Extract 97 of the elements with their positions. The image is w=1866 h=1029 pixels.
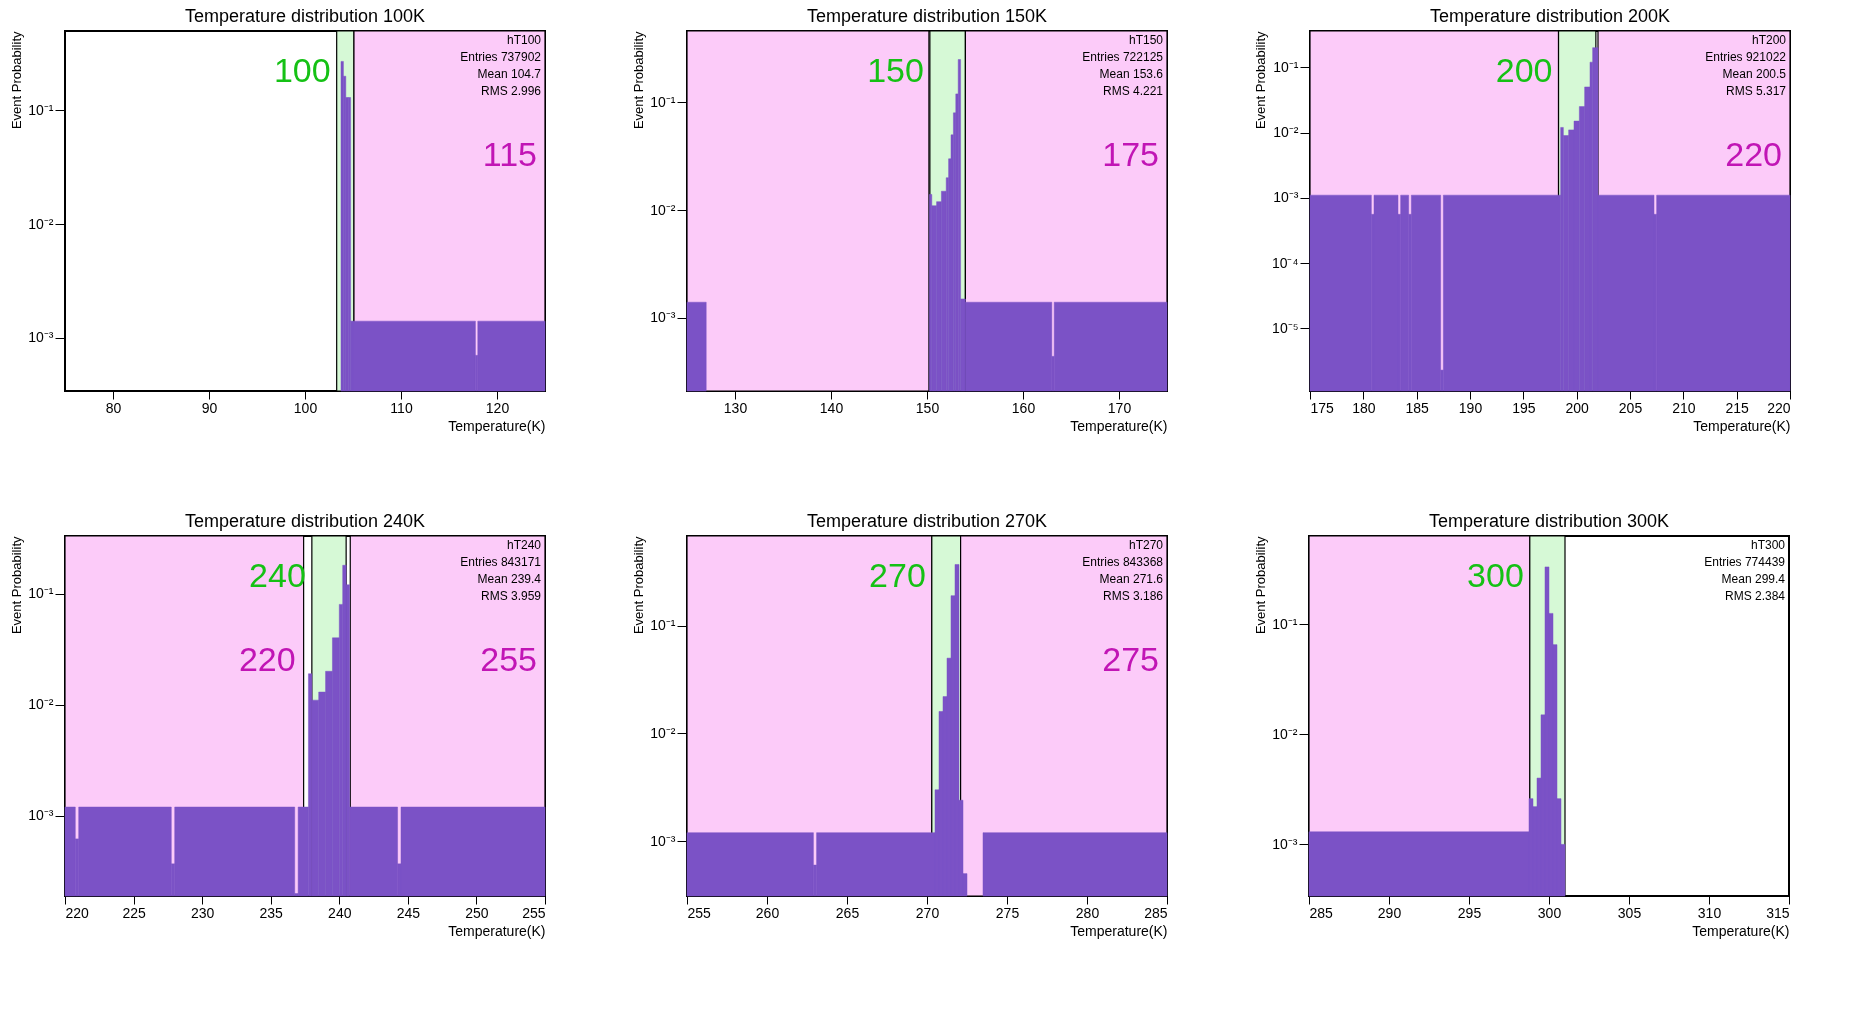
y-axis-title: Event Probability xyxy=(1253,536,1269,635)
x-tick-label: 235 xyxy=(259,904,284,921)
x-tick-label: 205 xyxy=(1618,399,1643,416)
x-tick-label: 285 xyxy=(1309,904,1334,921)
x-tick-label: 260 xyxy=(755,904,780,921)
y-tick-label: 10⁻² xyxy=(28,215,54,232)
x-tick-label: 190 xyxy=(1458,399,1483,416)
y-tick-label: 10⁻¹ xyxy=(28,101,54,118)
band-label: 270 xyxy=(869,556,926,594)
y-tick-label: 10⁻² xyxy=(650,201,676,218)
x-tick-label: 215 xyxy=(1725,399,1750,416)
annotation: hT100 Entries 737902 Mean 104.7 RMS 2.996 xyxy=(460,33,542,98)
x-tick-label: 170 xyxy=(1107,399,1132,416)
x-tick-label: 305 xyxy=(1617,904,1642,921)
x-tick-label: 160 xyxy=(1011,399,1036,416)
x-tick-label: 270 xyxy=(915,904,940,921)
y-axis-title: Event Probability xyxy=(1252,31,1268,130)
y-tick-label: 10⁻³ xyxy=(1273,189,1299,206)
x-tick-label: 255 xyxy=(522,904,546,921)
x-tick-label: 275 xyxy=(995,904,1020,921)
annotation: hT240 Entries 843171 Mean 239.4 RMS 3.959 xyxy=(460,538,542,603)
annotation: hT270 Entries 843368 Mean 271.6 RMS 3.186 xyxy=(1082,538,1164,603)
band-label: 200 xyxy=(1495,51,1553,89)
band-label: 150 xyxy=(867,51,924,89)
y-tick-label: 10⁻³ xyxy=(1272,835,1298,852)
band-label: 175 xyxy=(1102,135,1159,173)
chart-title: Temperature distribution 150K xyxy=(806,6,1048,27)
x-tick-label: 240 xyxy=(328,904,352,921)
x-tick-label: 110 xyxy=(390,399,413,416)
y-tick-label: 10⁻² xyxy=(1273,124,1299,141)
band-label: 275 xyxy=(1102,640,1159,678)
x-axis-title: Temperature(K) xyxy=(1070,922,1168,939)
x-tick-label: 250 xyxy=(465,904,489,921)
band-label: 100 xyxy=(273,51,331,89)
y-tick-label: 10⁻² xyxy=(1272,725,1298,742)
y-tick-label: 10⁻³ xyxy=(650,309,676,326)
y-tick-label: 10⁻⁴ xyxy=(1271,254,1299,271)
chart-title: Temperature distribution 300K xyxy=(1428,511,1670,532)
x-tick-label: 220 xyxy=(1767,399,1791,416)
y-axis-title: Event Probability xyxy=(9,31,25,130)
x-tick-label: 245 xyxy=(396,904,421,921)
x-tick-label: 210 xyxy=(1672,399,1696,416)
y-tick-label: 10⁻³ xyxy=(28,807,54,824)
y-tick-label: 10⁻¹ xyxy=(1273,58,1299,75)
x-tick-label: 100 xyxy=(293,399,318,416)
y-tick-label: 10⁻¹ xyxy=(650,93,676,110)
x-tick-label: 310 xyxy=(1697,904,1722,921)
x-tick-label: 120 xyxy=(485,399,510,416)
x-tick-label: 265 xyxy=(835,904,860,921)
x-tick-label: 230 xyxy=(190,904,215,921)
x-tick-label: 180 xyxy=(1352,399,1376,416)
y-tick-label: 10⁻¹ xyxy=(28,585,54,602)
x-tick-label: 195 xyxy=(1512,399,1536,416)
chart-title: Temperature distribution 240K xyxy=(184,511,426,532)
x-tick-label: 80 xyxy=(105,399,122,416)
x-tick-label: 90 xyxy=(201,399,218,416)
y-axis-title: Event Probability xyxy=(631,31,647,130)
x-tick-label: 295 xyxy=(1457,904,1482,921)
annotation: hT150 Entries 722125 Mean 153.6 RMS 4.221 xyxy=(1082,33,1164,98)
x-tick-label: 280 xyxy=(1075,904,1100,921)
band-label: 300 xyxy=(1467,556,1524,594)
band-label: 220 xyxy=(238,640,296,678)
x-tick-label: 150 xyxy=(915,399,940,416)
y-tick-label: 10⁻² xyxy=(28,696,54,713)
y-tick-label: 10⁻¹ xyxy=(1272,615,1298,632)
x-tick-label: 225 xyxy=(122,904,146,921)
chart-title: Temperature distribution 100K xyxy=(184,6,426,27)
y-tick-label: 10⁻⁵ xyxy=(1272,319,1299,336)
annotation: hT200 Entries 921022 Mean 200.5 RMS 5.317 xyxy=(1705,33,1787,98)
x-axis-title: Temperature(K) xyxy=(448,417,546,434)
x-axis-title: Temperature(K) xyxy=(1070,417,1168,434)
x-tick-label: 290 xyxy=(1377,904,1402,921)
y-axis-title: Event Probability xyxy=(9,536,25,635)
x-tick-label: 175 xyxy=(1310,399,1335,416)
x-tick-label: 255 xyxy=(687,904,712,921)
y-axis-title: Event Probability xyxy=(631,536,647,635)
band-label: 255 xyxy=(480,640,537,678)
band-label: 220 xyxy=(1725,135,1782,173)
x-axis-title: Temperature(K) xyxy=(1692,922,1790,939)
y-tick-label: 10⁻¹ xyxy=(650,617,676,634)
x-tick-label: 285 xyxy=(1144,904,1168,921)
x-tick-label: 315 xyxy=(1766,904,1790,921)
x-axis-title: Temperature(K) xyxy=(448,922,546,939)
x-tick-label: 140 xyxy=(819,399,844,416)
chart-title: Temperature distribution 270K xyxy=(806,511,1048,532)
y-tick-label: 10⁻² xyxy=(650,724,676,741)
y-tick-label: 10⁻³ xyxy=(28,329,54,346)
band-label: 115 xyxy=(482,135,537,173)
x-axis-title: Temperature(K) xyxy=(1693,417,1791,434)
x-tick-label: 220 xyxy=(65,904,90,921)
x-tick-label: 300 xyxy=(1537,904,1562,921)
annotation: hT300 Entries 774439 Mean 299.4 RMS 2.384 xyxy=(1704,538,1786,603)
y-tick-label: 10⁻³ xyxy=(650,832,676,849)
x-tick-label: 130 xyxy=(723,399,748,416)
chart-title: Temperature distribution 200K xyxy=(1429,6,1671,27)
x-tick-label: 200 xyxy=(1565,399,1590,416)
x-tick-label: 185 xyxy=(1405,399,1430,416)
